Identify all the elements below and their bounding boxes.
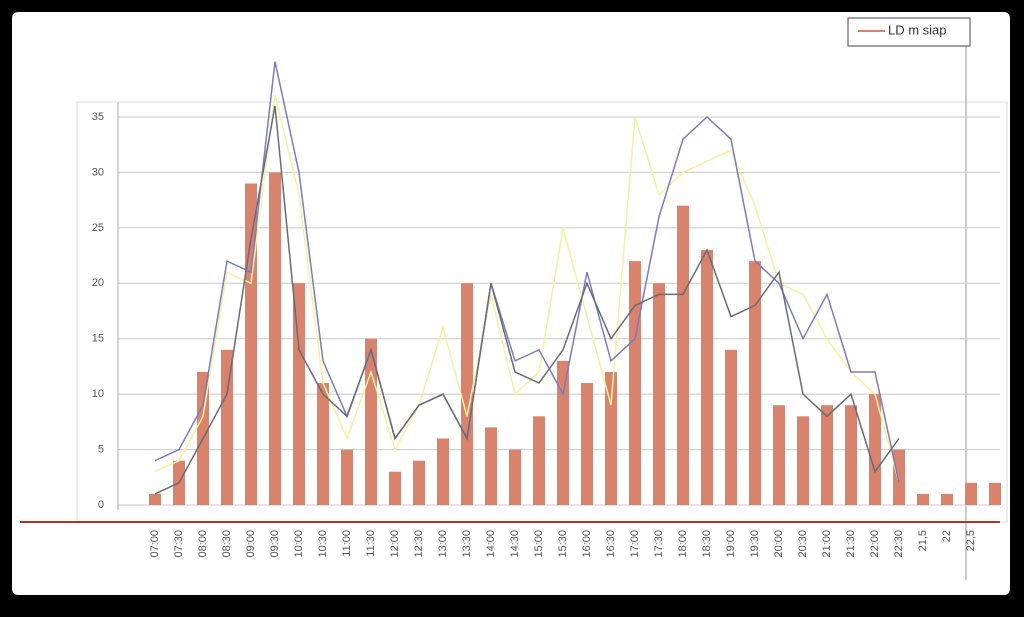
bar [509,449,521,505]
bar [437,438,449,505]
x-tick-label: 09:00 [245,530,257,558]
bar [773,405,785,505]
bar [581,383,593,505]
bar [917,493,929,505]
x-tick-label: 22,5 [965,530,977,551]
y-tick-label: 0 [98,499,104,511]
x-tick-label: 16:00 [581,530,593,558]
bar [221,349,233,505]
bar [749,261,761,505]
x-tick-label: 14:00 [485,530,497,558]
x-tick-label: 13:30 [461,530,473,558]
x-tick-label: 20:30 [797,530,809,558]
y-tick-label: 20 [92,277,104,289]
x-tick-label: 09:30 [269,530,281,558]
bar [677,205,689,505]
bar [701,250,713,505]
bar [413,460,425,505]
bar [629,261,641,505]
x-tick-label: 10:30 [317,530,329,558]
bar [869,394,881,505]
bar [317,383,329,505]
x-tick-label: 10:00 [293,530,305,558]
line [154,94,900,484]
frame [12,12,1010,595]
y-tick-label: 5 [98,443,104,455]
bar [725,349,737,505]
x-tick-label: 16:30 [605,530,617,558]
y-tick-label: 30 [92,166,104,178]
bar [293,283,305,505]
x-tick-label: 11:30 [365,530,377,557]
line [154,61,900,483]
y-tick-label: 15 [92,333,104,345]
x-tick-label: 18:00 [677,530,689,558]
bar [557,360,569,505]
bar [965,482,977,505]
x-tick-label: 08:30 [221,530,233,558]
line [154,105,900,495]
x-tick-label: 12:30 [413,530,425,558]
bar [485,427,497,505]
bar [821,405,833,505]
x-tick-label: 17:00 [629,530,641,558]
bar [605,371,617,505]
x-tick-label: 08:00 [197,530,209,558]
legend-label: LD m siap [888,22,947,37]
bar [989,482,1001,505]
x-tick-label: 07:30 [173,530,185,558]
x-tick-label: 19:00 [725,530,737,558]
bar [845,405,857,505]
bar [893,449,905,505]
y-tick-label: 35 [92,111,104,123]
bar [797,416,809,505]
x-tick-label: 20:00 [773,530,785,558]
x-tick-label: 15:00 [533,530,545,558]
x-tick-label: 22:00 [869,530,881,558]
bar [653,283,665,505]
bar [533,416,545,505]
x-tick-label: 11:00 [341,530,353,557]
bar [149,493,161,505]
bar [389,471,401,505]
y-tick-label: 25 [92,222,104,234]
x-tick-label: 15:30 [557,530,569,558]
x-tick-label: 21:30 [845,530,857,558]
x-tick-label: 22:30 [893,530,905,558]
x-tick-label: 21,5 [917,530,929,551]
x-tick-label: 14:30 [509,530,521,558]
x-tick-label: 21:00 [821,530,833,558]
bar [341,449,353,505]
x-tick-label: 18:30 [701,530,713,558]
x-tick-label: 12:00 [389,530,401,558]
x-tick-label: 22 [941,530,953,542]
x-tick-label: 19:30 [749,530,761,558]
x-tick-label: 17:30 [653,530,665,558]
bar [941,493,953,505]
x-tick-label: 13:00 [437,530,449,558]
y-tick-label: 10 [92,388,104,400]
bar [461,283,473,505]
x-tick-label: 07:00 [149,530,161,558]
bar [269,172,281,505]
